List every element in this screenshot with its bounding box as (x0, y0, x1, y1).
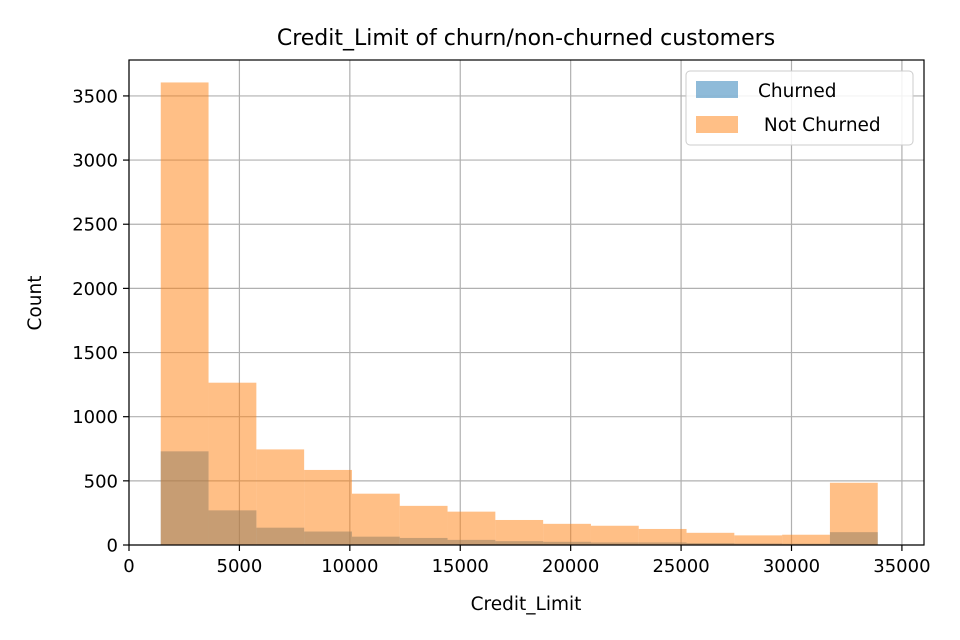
y-tick-label: 3000 (72, 151, 118, 172)
legend-swatch-not-churned (696, 116, 738, 133)
not-churned-bar (399, 505, 448, 545)
chart-title: Credit_Limit of churn/non-churned custom… (277, 26, 775, 51)
not-churned-bar (782, 534, 830, 545)
not-churned-bar (160, 82, 209, 545)
not-churned-bar (686, 532, 735, 545)
not-churned-bar (447, 511, 496, 545)
x-tick-label: 0 (123, 556, 134, 577)
x-tick-label: 35000 (873, 556, 930, 577)
not-churned-bar (256, 449, 305, 545)
x-tick-label: 20000 (542, 556, 599, 577)
y-tick-label: 3500 (72, 86, 118, 107)
not-churned-bar (208, 382, 257, 545)
legend-label-churned: Churned (758, 81, 837, 102)
x-tick-label: 10000 (321, 556, 378, 577)
y-tick-label: 2500 (72, 215, 118, 236)
not-churned-bar (829, 482, 878, 545)
y-tick-label: 1500 (72, 343, 118, 364)
not-churned-bar (304, 469, 352, 545)
y-axis-ticks: 0 500 1000 1500 2000 2500 3000 3500 (72, 86, 129, 557)
not-churned-bar (590, 525, 639, 545)
not-churned-bars (160, 82, 878, 545)
y-tick-label: 1000 (72, 407, 118, 428)
x-tick-label: 30000 (763, 556, 820, 577)
x-axis-ticks: 0 5000 10000 15000 20000 25000 30000 35000 (123, 545, 931, 577)
legend: Churned Not Churned (685, 70, 914, 146)
legend-label-not-churned: Not Churned (758, 115, 881, 136)
y-tick-label: 500 (84, 471, 118, 492)
not-churned-bar (734, 535, 783, 545)
not-churned-bar (543, 523, 591, 545)
not-churned-bar (638, 528, 687, 545)
plot-frame (128, 59, 925, 546)
x-axis-label: Credit_Limit (471, 594, 582, 615)
legend-swatch-churned (696, 81, 738, 98)
x-tick-label: 15000 (432, 556, 489, 577)
y-axis-label: Count (25, 276, 46, 331)
not-churned-bar (495, 519, 544, 545)
not-churned-bar (351, 493, 400, 545)
y-tick-label: 2000 (72, 279, 118, 300)
x-tick-label: 25000 (652, 556, 709, 577)
x-tick-label: 5000 (217, 556, 263, 577)
y-tick-label: 0 (107, 536, 118, 557)
legend-box (685, 70, 914, 146)
